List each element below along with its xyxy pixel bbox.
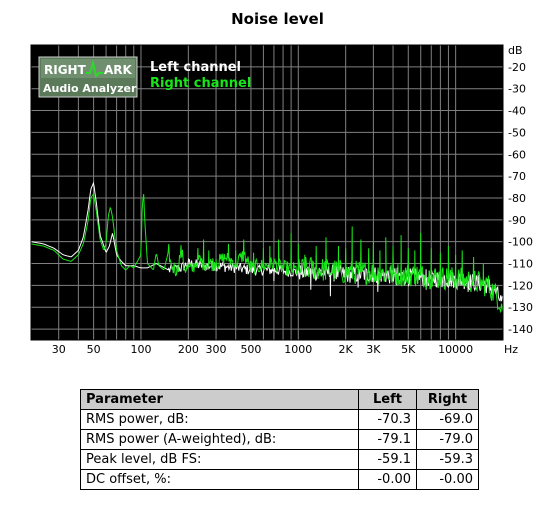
y-tick-label: -80 (508, 192, 526, 205)
x-unit-label: Hz (504, 343, 518, 356)
y-tick-label: -100 (508, 236, 533, 249)
y-tick-label: -140 (508, 323, 533, 336)
header-parameter: Parameter (80, 389, 359, 410)
rightmark-logo: RIGHT ARK Audio Analyzer (38, 56, 138, 98)
y-tick-label: -70 (508, 170, 526, 183)
row-peak-level-right: -59.3 (416, 449, 479, 470)
x-tick-label: 30 (52, 343, 66, 356)
table-row: Peak level, dB FS: -59.1 -59.3 (80, 449, 479, 470)
x-tick-label: 1000 (284, 343, 312, 356)
y-tick-label: -60 (508, 148, 526, 161)
legend-right-channel: Right channel (150, 76, 251, 91)
y-tick-label: -40 (508, 105, 526, 118)
row-rms-power-right: -69.0 (416, 409, 479, 430)
x-tick-label: 100 (130, 343, 151, 356)
y-tick-label: -50 (508, 126, 526, 139)
series-right-channel-line (30, 192, 504, 313)
x-tick-label: 10000 (438, 343, 473, 356)
row-rms-a-weighted-left: -79.1 (358, 429, 417, 450)
row-dc-offset-left: -0.00 (358, 469, 417, 490)
y-tick-label: -20 (508, 61, 526, 74)
x-tick-label: 5K (401, 343, 416, 356)
plot-frame (30, 44, 504, 341)
row-rms-a-weighted-label: RMS power (A-weighted), dB: (80, 429, 359, 450)
row-peak-level-left: -59.1 (358, 449, 417, 470)
logo-top-band (41, 59, 135, 78)
table-row: RMS power (A-weighted), dB: -79.1 -79.0 (80, 429, 479, 450)
results-table: Parameter Left Right RMS power, dB: -70.… (80, 389, 479, 490)
row-peak-level-label: Peak level, dB FS: (80, 449, 359, 470)
x-tick-label: 500 (240, 343, 261, 356)
y-tick-label: -90 (508, 214, 526, 227)
noise-level-chart: -20 -30 -40 -50 -60 -70 -80 -90 -100 -110 -120 -130… (30, 44, 533, 356)
logo-pulse-icon (86, 59, 103, 78)
header-left: Left (358, 389, 417, 410)
x-tick-label: 50 (87, 343, 101, 356)
y-unit-label: dB (508, 44, 523, 57)
y-tick-label: -130 (508, 301, 533, 314)
y-tick-label: -30 (508, 83, 526, 96)
logo-text-right: RIGHT (44, 63, 87, 77)
y-tick-label: -110 (508, 258, 533, 271)
table-row: RMS power, dB: -70.3 -69.0 (80, 409, 479, 430)
x-tick-label: 3K (366, 343, 381, 356)
row-dc-offset-label: DC offset, %: (80, 469, 359, 490)
header-right: Right (416, 389, 479, 410)
y-tick-label: -120 (508, 279, 533, 292)
table-row: DC offset, %: -0.00 -0.00 (80, 469, 479, 490)
logo-text-audio-analyzer: Audio Analyzer (43, 82, 137, 95)
logo-text-ark: ARK (104, 63, 133, 77)
row-dc-offset-right: -0.00 (416, 469, 479, 490)
row-rms-a-weighted-right: -79.0 (416, 429, 479, 450)
table-header-row: Parameter Left Right (80, 389, 479, 410)
legend-left-channel: Left channel (150, 60, 241, 75)
row-rms-power-label: RMS power, dB: (80, 409, 359, 430)
row-rms-power-left: -70.3 (358, 409, 417, 430)
x-tick-label: 200 (178, 343, 199, 356)
x-tick-label: 2K (339, 343, 354, 356)
chart-title: Noise level (231, 10, 324, 28)
x-tick-label: 300 (206, 343, 227, 356)
